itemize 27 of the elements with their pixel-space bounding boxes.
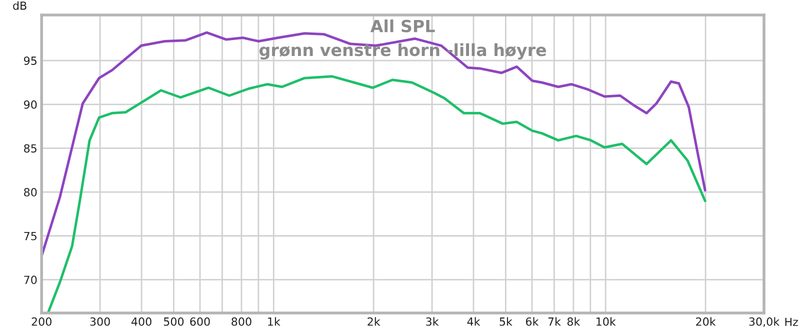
x-tick-label: 500 [164, 317, 184, 326]
x-tick-label: 2k [368, 317, 380, 326]
x-tick-label: 4k [467, 317, 480, 326]
x-tick-label: 5k [500, 317, 512, 326]
y-tick-label: 80 [24, 188, 37, 196]
text: grønn venstre horn -lilla høyre [260, 43, 546, 60]
x-tick-label: 1k [268, 317, 280, 326]
x-tick-label: 6k [526, 317, 539, 326]
y-axis-title: dB [13, 1, 26, 10]
x-tick-label: 800 [232, 317, 252, 326]
y-tick-label: 85 [24, 144, 36, 153]
x-tick-label: 30,0k [749, 317, 780, 327]
x-tick-label: 3k [426, 317, 439, 326]
x-tick-label: 300 [90, 317, 110, 326]
x-tick-label: 400 [131, 317, 152, 326]
y-tick-label: 70 [24, 276, 37, 284]
x-axis-title: Hz [785, 318, 798, 326]
y-tick-label: 95 [24, 56, 36, 65]
chart-title: All SPL [370, 19, 435, 32]
x-tick-label: 600 [190, 317, 210, 326]
x-tick-label: 200 [32, 317, 52, 326]
x-tick-label: 20k [696, 317, 716, 326]
y-tick-label: 90 [24, 100, 37, 109]
x-tick-label: 8k [567, 317, 580, 326]
y-tick-label: 75 [24, 232, 36, 240]
x-tick-label: 7k [548, 317, 561, 326]
x-tick-label: 10k [596, 317, 616, 326]
